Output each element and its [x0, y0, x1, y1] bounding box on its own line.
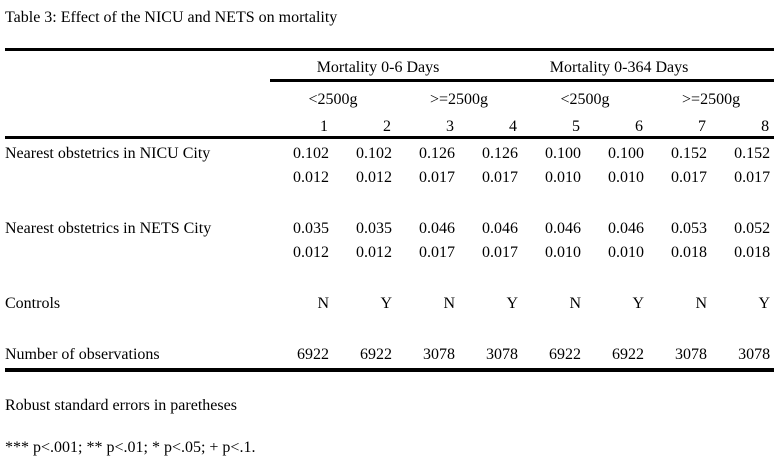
cell-value: N: [317, 295, 329, 312]
column-number: 3: [396, 108, 459, 139]
cell-value: 6922: [585, 339, 649, 372]
cell-value: 0.100: [545, 145, 582, 162]
cell-value: Y: [758, 295, 771, 312]
table-row-observations: Number of observations 6922 6922 3078 30…: [5, 339, 775, 372]
cell-value: 6922: [522, 339, 586, 372]
column-number: 6: [585, 108, 649, 139]
results-table: Mortality 0-6 Days Mortality 0-364 Days …: [5, 47, 775, 372]
cell-value: 0.017: [671, 169, 708, 186]
column-group-header-row: Mortality 0-6 Days Mortality 0-364 Days: [5, 49, 775, 82]
cell-value: 0.046: [608, 220, 645, 237]
column-number: 5: [522, 108, 586, 139]
cell-value: Y: [380, 295, 392, 312]
column-number: 7: [648, 108, 712, 139]
cell-value: 0.035: [356, 220, 392, 237]
empty-stub-cell: [5, 49, 270, 80]
cell-value: 0.010: [608, 244, 645, 261]
cell-value: 0.012: [293, 244, 329, 261]
subgroup-header: <2500g: [560, 91, 610, 108]
table-row-nicu-coefficients: Nearest obstetrics in NICU City 0.102 0.…: [5, 137, 774, 163]
table-row-nets-coefficients: Nearest obstetrics in NETS City 0.035 0.…: [5, 214, 774, 238]
column-number: 2: [333, 108, 396, 139]
cell-value: 0.152: [734, 145, 771, 162]
cell-value: 0.012: [293, 169, 329, 186]
cell-value: 0.052: [734, 220, 771, 237]
row-label: [5, 163, 270, 187]
cell-value: N: [569, 295, 582, 312]
cell-value: 0.152: [671, 145, 708, 162]
row-label: Number of observations: [5, 339, 270, 372]
cell-value: 0.018: [734, 244, 771, 261]
cell-value: 0.018: [671, 244, 708, 261]
weight-subgroup-header-row: <2500g >=2500g <2500g >=2500g: [5, 80, 774, 109]
cell-value: 0.126: [482, 145, 519, 162]
row-label: Controls: [5, 295, 61, 312]
cell-value: 0.046: [545, 220, 582, 237]
subgroup-header: >=2500g: [429, 91, 489, 108]
row-label: [5, 238, 270, 262]
cell-value: 0.012: [356, 169, 392, 186]
cell-value: 3078: [711, 339, 775, 372]
cell-value: 0.046: [482, 220, 519, 237]
empty-stub-cell: [5, 80, 270, 109]
cell-value: 0.035: [293, 220, 329, 237]
spacer-row: [5, 313, 774, 340]
cell-value: N: [695, 295, 708, 312]
cell-value: 0.012: [356, 244, 392, 261]
table-row-nicu-standard-errors: 0.012 0.012 0.017 0.017 0.010 0.010 0.01…: [5, 163, 774, 187]
cell-value: 6922: [333, 339, 396, 372]
column-number: 8: [711, 108, 775, 139]
cell-value: 0.017: [419, 169, 455, 186]
cell-value: 0.010: [608, 169, 645, 186]
note-significance-levels: *** p<.001; ** p<.01; * p<.05; + p<.1.: [5, 439, 256, 457]
cell-value: 0.102: [356, 145, 392, 162]
cell-value: 0.102: [293, 145, 329, 162]
cell-value: Y: [506, 295, 519, 312]
cell-value: Y: [632, 295, 645, 312]
column-number-row: 1 2 3 4 5 6 7 8: [5, 108, 775, 139]
cell-value: 0.053: [671, 220, 708, 237]
spacer-row: [5, 187, 774, 214]
cell-value: 0.046: [419, 220, 455, 237]
cell-value: 0.017: [482, 169, 519, 186]
cell-value: 0.126: [419, 145, 455, 162]
table-row-controls: Controls N Y N Y N Y N Y: [5, 289, 774, 313]
column-number: 1: [270, 108, 333, 139]
subgroup-header: <2500g: [308, 91, 358, 108]
cell-value: 0.017: [734, 169, 771, 186]
note-standard-errors: Robust standard errors in paretheses: [5, 396, 237, 414]
cell-value: 6922: [270, 339, 333, 372]
table-caption: Table 3: Effect of the NICU and NETS on …: [5, 9, 338, 26]
cell-value: 3078: [459, 339, 523, 372]
table-row-nets-standard-errors: 0.012 0.012 0.017 0.017 0.010 0.010 0.01…: [5, 238, 774, 262]
cell-value: 0.010: [545, 169, 582, 186]
group-header-mortality-0-364: Mortality 0-364 Days: [522, 49, 775, 82]
row-label: Nearest obstetrics in NETS City: [5, 220, 212, 237]
row-label: Nearest obstetrics in NICU City: [5, 145, 211, 162]
column-number: 4: [459, 108, 523, 139]
spacer-row: [5, 262, 774, 289]
cell-value: 0.010: [545, 244, 582, 261]
cell-value: N: [443, 295, 455, 312]
group-header-mortality-0-6: Mortality 0-6 Days: [270, 49, 523, 82]
cell-value: 0.017: [419, 244, 455, 261]
cell-value: 3078: [396, 339, 459, 372]
cell-value: 0.100: [608, 145, 645, 162]
subgroup-header: >=2500g: [682, 91, 741, 108]
cell-value: 0.017: [482, 244, 519, 261]
cell-value: 3078: [648, 339, 712, 372]
empty-stub-cell: [5, 108, 270, 139]
